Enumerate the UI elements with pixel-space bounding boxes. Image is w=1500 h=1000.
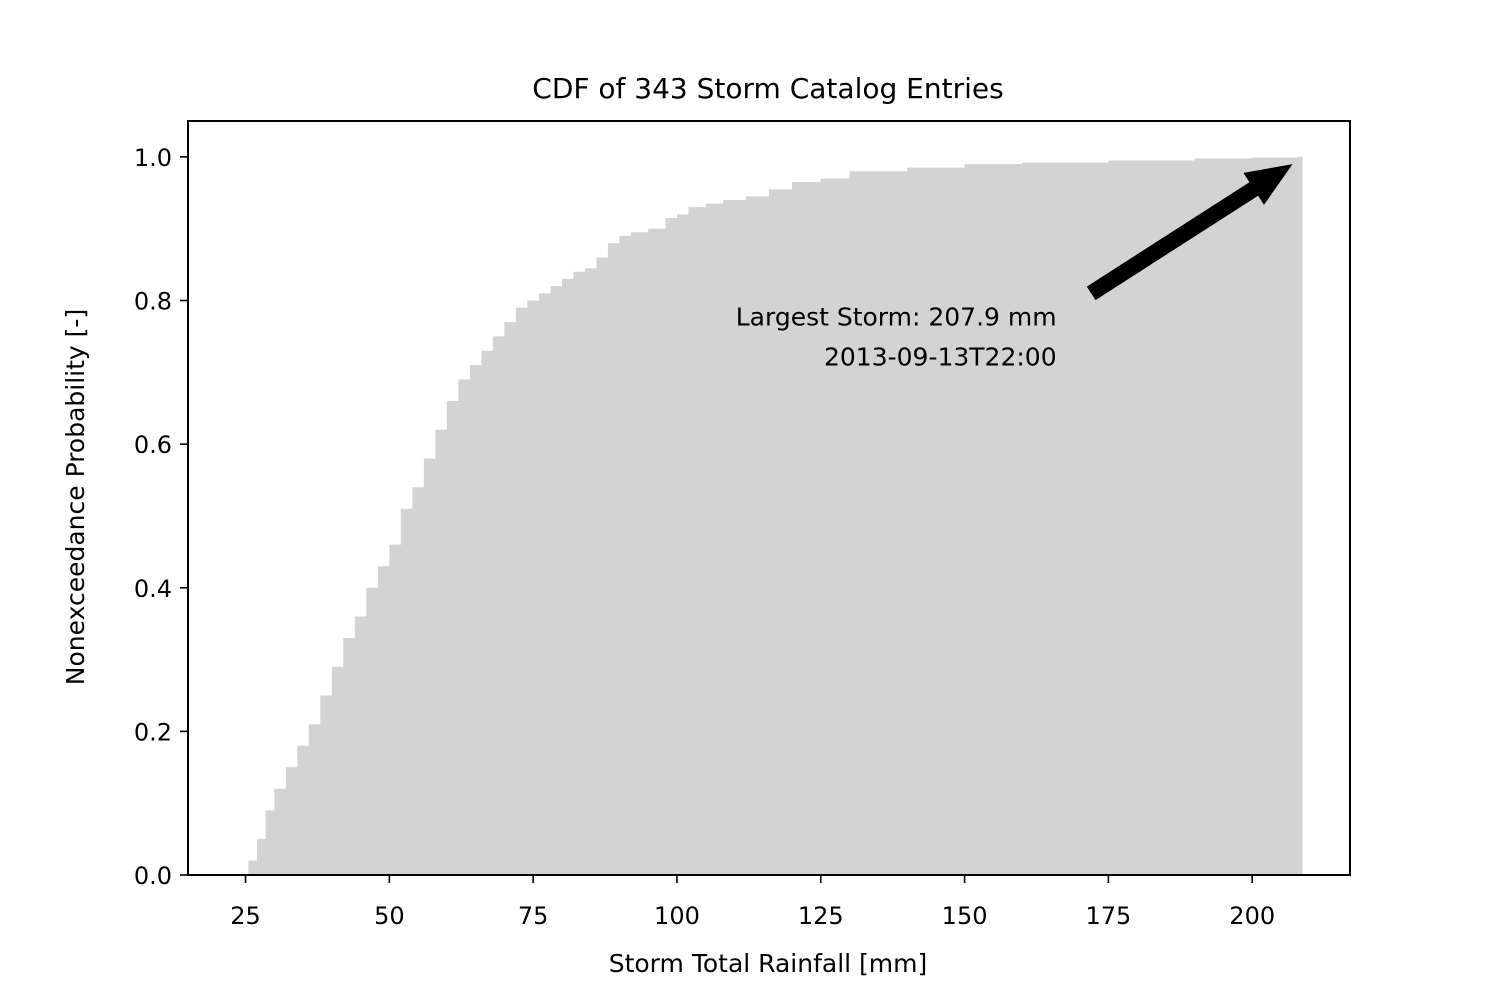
x-tick-label: 100 bbox=[654, 902, 700, 930]
x-tick-label: 50 bbox=[374, 902, 405, 930]
x-tick-label: 175 bbox=[1085, 902, 1131, 930]
x-tick-label: 125 bbox=[798, 902, 844, 930]
y-tick-label: 0.2 bbox=[134, 718, 172, 746]
annotation-arrow bbox=[1086, 164, 1293, 301]
x-tick-label: 75 bbox=[518, 902, 549, 930]
x-tick-label: 25 bbox=[230, 902, 261, 930]
y-tick-label: 0.0 bbox=[134, 862, 172, 890]
y-tick-label: 0.4 bbox=[134, 575, 172, 603]
y-tick-label: 0.8 bbox=[134, 288, 172, 316]
chart-title: CDF of 343 Storm Catalog Entries bbox=[532, 72, 1003, 105]
x-tick-label: 150 bbox=[942, 902, 988, 930]
cdf-step-fill bbox=[242, 156, 1303, 875]
x-axis-ticks: 25 50 75 100 125 150 175 200 bbox=[230, 875, 1275, 930]
x-axis-label: Storm Total Rainfall [mm] bbox=[609, 949, 928, 978]
annotation-line-2: 2013-09-13T22:00 bbox=[824, 343, 1057, 372]
y-tick-label: 0.6 bbox=[134, 431, 172, 459]
annotation-line-1: Largest Storm: 207.9 mm bbox=[736, 303, 1057, 332]
largest-storm-annotation: Largest Storm: 207.9 mm 2013-09-13T22:00 bbox=[736, 164, 1293, 372]
y-tick-label: 1.0 bbox=[134, 144, 172, 172]
y-axis-label: Nonexceedance Probability [-] bbox=[61, 309, 90, 685]
cdf-area bbox=[242, 156, 1303, 875]
x-tick-label: 200 bbox=[1229, 902, 1275, 930]
axes-frame bbox=[187, 120, 1351, 876]
y-axis-ticks: 0.0 0.2 0.4 0.6 0.8 1.0 bbox=[134, 144, 188, 890]
